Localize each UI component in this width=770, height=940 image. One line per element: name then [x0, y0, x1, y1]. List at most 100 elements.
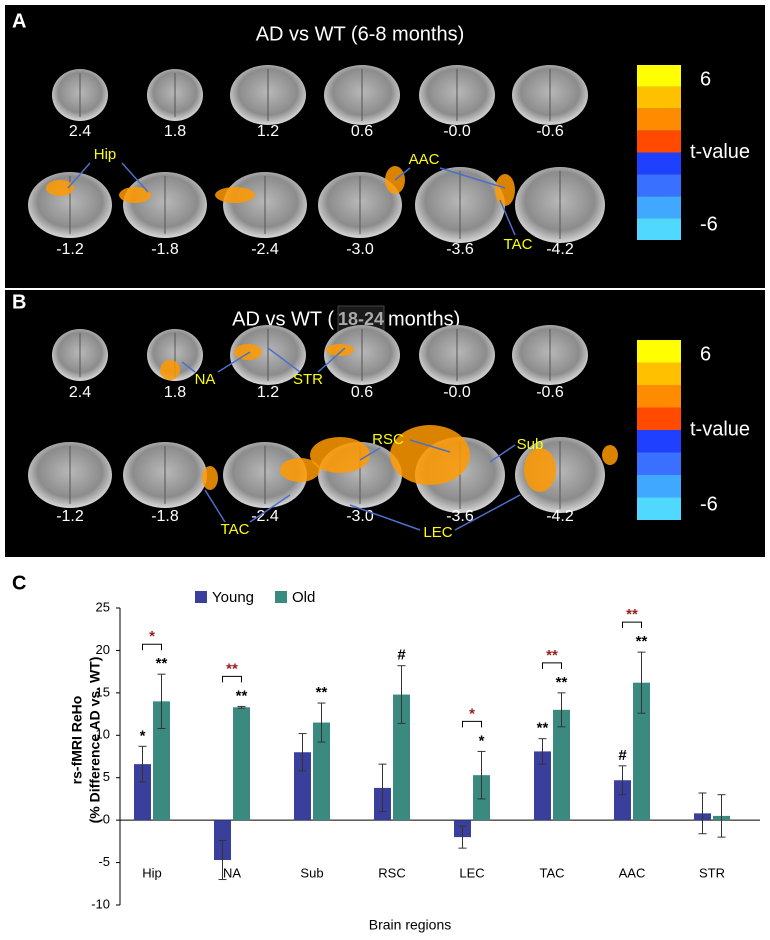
significance-label: # — [618, 747, 627, 764]
region-pointer — [409, 439, 451, 453]
bar — [134, 764, 151, 821]
y-tick-label: -10 — [91, 896, 110, 911]
bracket-label: ** — [226, 660, 238, 677]
colorbar-segment — [637, 152, 681, 175]
x-tick-label: NA — [223, 865, 241, 880]
region-pointer — [489, 444, 516, 463]
significance-label: ** — [556, 674, 568, 691]
significance-bracket — [142, 643, 162, 651]
legend-label: Old — [292, 589, 315, 606]
legend-label: Young — [212, 589, 254, 606]
x-tick-label: Sub — [300, 865, 323, 880]
slice-label: -1.8 — [151, 508, 179, 525]
slice-label: -0.0 — [443, 123, 471, 140]
significance-label: ** — [236, 687, 248, 704]
slice-label: -2.4 — [251, 508, 279, 525]
region-pointer — [317, 347, 346, 373]
colorbar-segment — [637, 430, 681, 453]
significance-label: ** — [636, 633, 648, 650]
region-pointer — [217, 351, 251, 373]
activation-blob — [160, 360, 180, 380]
significance-bracket — [542, 662, 562, 669]
bracket-label: ** — [546, 647, 558, 664]
slice-label: -3.6 — [446, 508, 474, 525]
panel-title: months) — [388, 308, 460, 330]
activation-blob — [46, 180, 74, 196]
activation-blob — [326, 344, 354, 356]
region-pointer — [67, 162, 91, 189]
slice-label: -3.0 — [346, 508, 374, 525]
region-pointer — [181, 361, 196, 373]
panel-label: C — [12, 572, 26, 594]
region-pointer — [249, 494, 291, 523]
x-tick-label: Hip — [142, 865, 162, 880]
colorbar-label: t-value — [690, 141, 750, 163]
region-pointer — [359, 447, 381, 461]
panel-label: B — [12, 291, 26, 313]
y-tick-label: 15 — [96, 684, 110, 699]
colorbar-segment — [637, 385, 681, 408]
region-label: Sub — [517, 436, 544, 453]
slice-label: -1.8 — [151, 241, 179, 258]
significance-bracket — [622, 621, 642, 629]
slice-label: -0.0 — [443, 384, 471, 401]
slice-label: 2.4 — [69, 384, 91, 401]
activation-blob — [202, 466, 218, 490]
x-tick-label: STR — [699, 865, 725, 880]
panel-title: AD vs WT ( — [232, 308, 334, 330]
y-axis-label: (% Difference AD vs. WT) — [87, 657, 103, 824]
slice-label: -4.2 — [546, 508, 574, 525]
colorbar-segment — [637, 475, 681, 498]
activation-blob — [310, 437, 370, 473]
colorbar-segment — [637, 108, 681, 131]
region-label: RSC — [372, 431, 404, 448]
y-tick-label: 25 — [96, 599, 110, 614]
x-tick-label: AAC — [619, 865, 646, 880]
slice-label: -1.2 — [56, 241, 84, 258]
slice-label: -0.6 — [536, 123, 564, 140]
bracket-label: ** — [626, 606, 638, 623]
bracket-label: * — [149, 628, 155, 645]
colorbar-segment — [637, 407, 681, 430]
region-label: TAC — [221, 521, 250, 538]
slice-label: -4.2 — [546, 241, 574, 258]
activation-blob — [280, 458, 320, 482]
x-axis-label: Brain regions — [369, 917, 452, 933]
slice-label: 1.8 — [164, 384, 186, 401]
slice-label: 0.6 — [351, 123, 373, 140]
colorbar-label: -6 — [700, 493, 718, 515]
y-tick-label: 5 — [103, 769, 110, 784]
region-pointer — [204, 489, 226, 523]
bar — [553, 709, 570, 821]
y-tick-label: 0 — [103, 812, 110, 827]
significance-label: ** — [156, 655, 168, 672]
panel-label: A — [12, 10, 26, 32]
activation-blob — [602, 445, 618, 465]
significance-label: # — [397, 647, 406, 664]
colorbar-segment — [637, 65, 681, 87]
slice-label: 0.6 — [351, 384, 373, 401]
x-tick-label: TAC — [539, 865, 564, 880]
region-pointer — [349, 504, 421, 531]
region-pointer — [121, 162, 149, 193]
bar — [534, 751, 551, 821]
colorbar-segment — [637, 452, 681, 475]
x-tick-label: RSC — [378, 865, 405, 880]
colorbar-segment — [637, 362, 681, 385]
activation-blob — [524, 448, 556, 492]
colorbar-label: 6 — [700, 68, 711, 90]
slice-label: 2.4 — [69, 123, 91, 140]
bar — [294, 752, 311, 821]
region-pointer — [394, 167, 411, 181]
slice-label: 1.2 — [257, 123, 279, 140]
significance-bracket — [222, 675, 242, 683]
region-pointer — [499, 199, 516, 236]
colorbar-segment — [637, 340, 681, 363]
significance-label: * — [479, 732, 485, 749]
activation-blob — [234, 344, 262, 360]
colorbar-segment — [637, 86, 681, 109]
bar — [313, 722, 330, 821]
colorbar-segment — [637, 196, 681, 219]
